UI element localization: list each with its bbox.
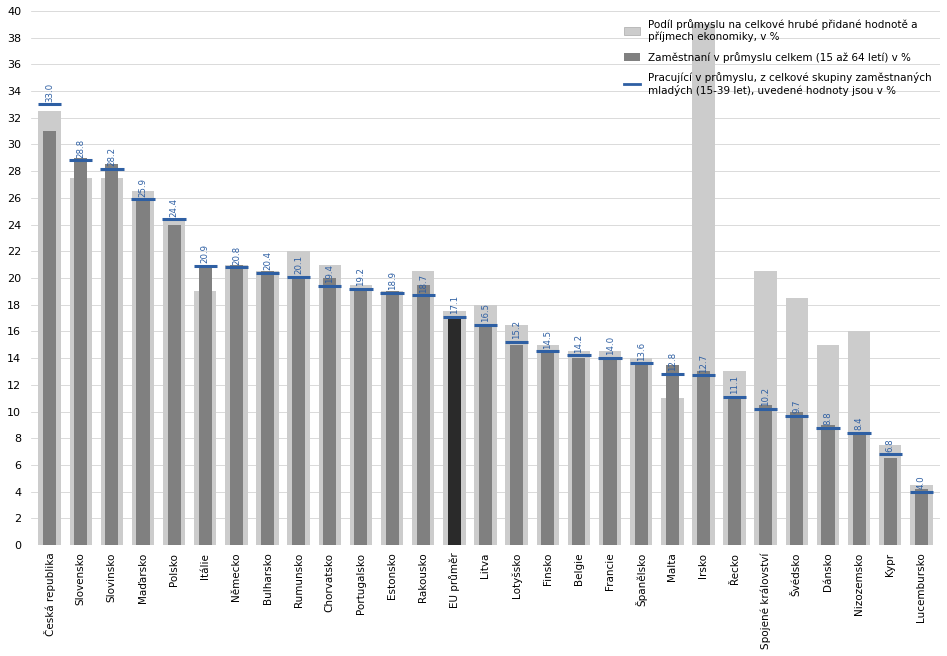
Bar <box>915 489 928 545</box>
Bar <box>542 352 554 545</box>
Bar <box>510 345 523 545</box>
Bar <box>697 371 710 545</box>
Text: 8.8: 8.8 <box>824 411 832 425</box>
Bar <box>728 398 742 545</box>
Bar <box>136 198 150 545</box>
Text: 14.0: 14.0 <box>605 337 615 356</box>
Text: 12.8: 12.8 <box>668 352 677 371</box>
Bar <box>74 158 87 545</box>
Bar <box>381 291 403 545</box>
Text: 20.9: 20.9 <box>201 244 210 263</box>
Text: 28.2: 28.2 <box>107 147 116 166</box>
Bar <box>537 345 559 545</box>
Bar <box>194 291 217 545</box>
Bar <box>39 111 61 545</box>
Text: 6.8: 6.8 <box>885 438 895 451</box>
Bar <box>318 264 341 545</box>
Bar <box>163 218 186 545</box>
Text: 17.1: 17.1 <box>450 295 459 314</box>
Bar <box>852 432 866 545</box>
Bar <box>791 411 803 545</box>
Text: 28.8: 28.8 <box>76 138 85 158</box>
Text: 19.2: 19.2 <box>356 267 366 286</box>
Bar <box>724 371 746 545</box>
Bar <box>910 485 933 545</box>
Bar <box>323 278 336 545</box>
Text: 10.2: 10.2 <box>761 387 770 406</box>
Text: 8.4: 8.4 <box>854 417 864 430</box>
Bar <box>105 165 118 545</box>
Bar <box>692 24 715 545</box>
Bar <box>474 304 496 545</box>
Bar <box>412 272 435 545</box>
Text: 14.5: 14.5 <box>544 329 552 349</box>
Text: 14.2: 14.2 <box>575 334 583 353</box>
Bar <box>288 251 310 545</box>
Text: 18.7: 18.7 <box>419 274 428 293</box>
Bar <box>225 264 247 545</box>
Bar <box>479 325 492 545</box>
Bar <box>599 352 621 545</box>
Legend: Podíl průmyslu na celkové hrubé přidané hodnotě a
příjmech ekonomiky, v %, Zaměs: Podíl průmyslu na celkové hrubé přidané … <box>621 16 935 99</box>
Bar <box>168 224 181 545</box>
Text: 25.9: 25.9 <box>138 178 148 197</box>
Bar <box>43 131 56 545</box>
Text: 20.1: 20.1 <box>295 255 303 274</box>
Bar <box>100 178 123 545</box>
Bar <box>884 459 897 545</box>
Bar <box>572 358 585 545</box>
Text: 20.4: 20.4 <box>263 251 272 270</box>
Bar <box>816 345 839 545</box>
Bar <box>69 178 92 545</box>
Bar <box>786 298 808 545</box>
Bar <box>755 272 777 545</box>
Text: 24.4: 24.4 <box>170 197 179 216</box>
Bar <box>821 425 834 545</box>
Bar <box>603 358 616 545</box>
Text: 19.4: 19.4 <box>326 264 334 283</box>
Text: 16.5: 16.5 <box>481 303 490 322</box>
Bar <box>230 264 243 545</box>
Bar <box>292 278 305 545</box>
Bar <box>666 365 679 545</box>
Bar <box>443 312 466 545</box>
Text: 12.7: 12.7 <box>699 354 708 373</box>
Text: 11.1: 11.1 <box>730 375 739 394</box>
Bar <box>199 264 212 545</box>
Text: 13.6: 13.6 <box>636 342 646 361</box>
Text: 15.2: 15.2 <box>512 320 521 339</box>
Bar <box>257 272 278 545</box>
Bar <box>759 405 772 545</box>
Bar <box>661 398 684 545</box>
Bar <box>261 272 274 545</box>
Text: 20.8: 20.8 <box>232 245 241 264</box>
Bar <box>630 358 652 545</box>
Text: 18.9: 18.9 <box>387 271 397 290</box>
Bar <box>354 291 367 545</box>
Bar <box>567 352 590 545</box>
Bar <box>417 285 430 545</box>
Bar <box>132 191 154 545</box>
Text: 9.7: 9.7 <box>793 400 801 413</box>
Bar <box>385 291 399 545</box>
Text: 4.0: 4.0 <box>917 476 926 489</box>
Bar <box>848 331 870 545</box>
Bar <box>349 285 372 545</box>
Bar <box>448 318 461 545</box>
Text: 33.0: 33.0 <box>45 83 54 102</box>
Bar <box>879 445 902 545</box>
Bar <box>634 365 648 545</box>
Bar <box>506 325 527 545</box>
